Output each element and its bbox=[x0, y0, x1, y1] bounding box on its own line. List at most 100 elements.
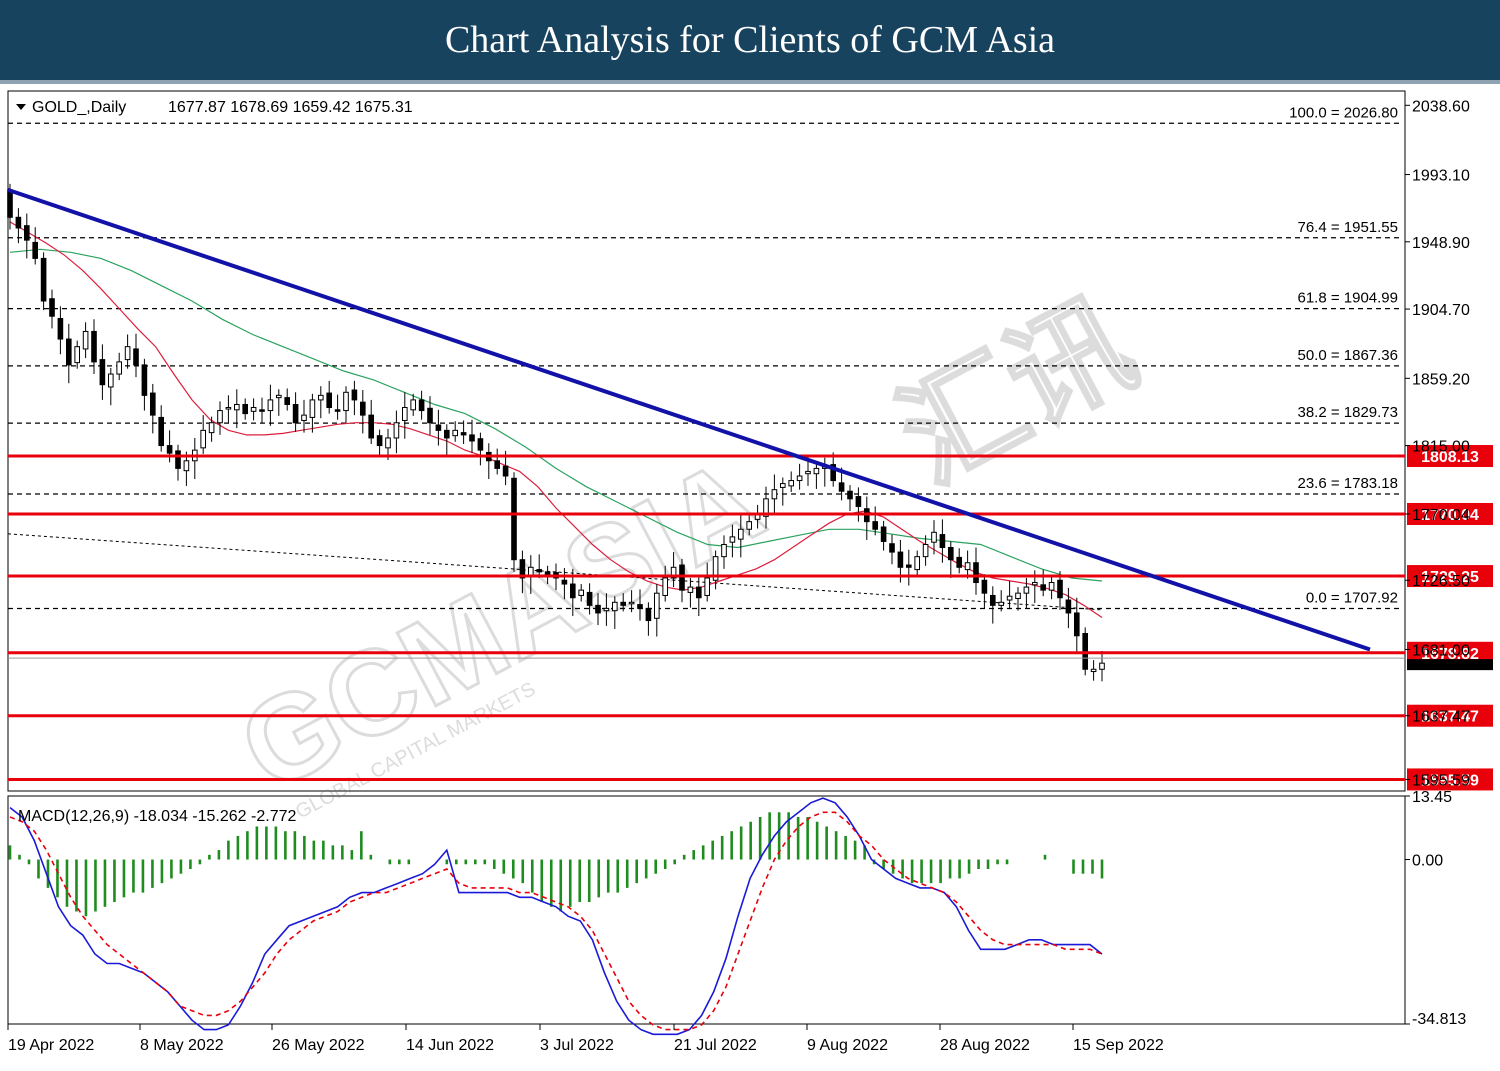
page-title: Chart Analysis for Clients of GCM Asia bbox=[444, 19, 1056, 61]
candle bbox=[662, 565, 669, 602]
candle bbox=[737, 514, 744, 558]
candle bbox=[905, 549, 912, 586]
time-tick-label: 3 Jul 2022 bbox=[540, 1037, 614, 1054]
price-tick-label: 1815.00 bbox=[1412, 439, 1470, 456]
candle bbox=[704, 562, 711, 602]
candle bbox=[595, 593, 601, 626]
level-tag bbox=[1407, 768, 1493, 791]
candle bbox=[998, 590, 1005, 612]
candle bbox=[351, 380, 358, 416]
downtrend-line-path[interactable] bbox=[7, 188, 1371, 652]
macd-main-line bbox=[9, 797, 1103, 1036]
price-axis: 2038.60 1993.10 1948.90 1904.70 1859.20 1815.… bbox=[1405, 98, 1470, 789]
candle bbox=[947, 541, 954, 578]
candle bbox=[376, 429, 383, 455]
candle bbox=[1040, 569, 1047, 597]
candle bbox=[611, 596, 618, 629]
candle bbox=[141, 358, 148, 411]
candle bbox=[763, 486, 769, 529]
time-tick-label: 9 Aug 2022 bbox=[807, 1037, 888, 1054]
candle bbox=[259, 397, 265, 423]
candle bbox=[82, 322, 89, 359]
candle bbox=[225, 395, 232, 424]
candle bbox=[401, 392, 408, 439]
candle bbox=[788, 471, 795, 492]
candle bbox=[494, 448, 501, 475]
price-tick-label: 1637.47 bbox=[1412, 709, 1470, 726]
candle bbox=[653, 584, 660, 637]
candle bbox=[578, 584, 585, 602]
candle bbox=[242, 398, 249, 420]
candle bbox=[712, 550, 719, 590]
candle bbox=[452, 421, 459, 442]
level-label: 1808.13 bbox=[1421, 449, 1479, 466]
candle bbox=[32, 227, 39, 265]
price-tick-label: 1595.59 bbox=[1412, 772, 1470, 789]
candle bbox=[317, 386, 324, 419]
time-tick-label: 21 Jul 2022 bbox=[674, 1037, 757, 1054]
candle bbox=[645, 602, 652, 636]
macd-tick-label: 0.00 bbox=[1412, 853, 1443, 870]
time-axis: 19 Apr 2022 8 May 2022 26 May 2022 14 Jun 2… bbox=[7, 1024, 1164, 1054]
header-rule bbox=[0, 80, 1500, 84]
fib-label: 0.0 = 1707.92 bbox=[1306, 590, 1398, 607]
support-resistance-levels: 1808.13 1770.04 1729.25 1678.82 1637.47 1595.… bbox=[8, 445, 1493, 791]
candle bbox=[49, 289, 55, 329]
candle bbox=[326, 380, 333, 414]
macd-panel bbox=[7, 795, 1406, 1025]
candle bbox=[1090, 660, 1097, 681]
moving-averages bbox=[9, 221, 1103, 618]
candle bbox=[1023, 577, 1030, 609]
candle bbox=[536, 554, 543, 578]
candle bbox=[74, 340, 81, 369]
candle bbox=[880, 520, 887, 551]
macd-signal-line bbox=[9, 811, 1103, 1031]
level-tag bbox=[1407, 502, 1493, 525]
candle bbox=[91, 319, 97, 375]
candle bbox=[603, 593, 610, 626]
candle bbox=[267, 384, 274, 426]
price-tick-label: 1904.70 bbox=[1412, 302, 1470, 319]
candle bbox=[301, 399, 307, 433]
candle bbox=[670, 552, 677, 588]
fib-label: 23.6 = 1783.18 bbox=[1297, 475, 1398, 492]
candle bbox=[217, 401, 223, 435]
price-tick-label: 1681.00 bbox=[1412, 642, 1470, 659]
candle bbox=[519, 550, 526, 594]
chart-canvas: GCMASIA GLOBAL CAPITAL MARKETS 汇讯 100.0 … bbox=[7, 90, 1493, 1054]
candle bbox=[133, 333, 139, 378]
last-price-tag bbox=[1407, 659, 1493, 671]
candle bbox=[889, 534, 895, 565]
candle bbox=[418, 390, 425, 420]
candle bbox=[695, 574, 702, 616]
moving-average-fast bbox=[9, 221, 1103, 618]
candle bbox=[1006, 581, 1013, 610]
candle bbox=[511, 472, 517, 572]
level-label: 1770.04 bbox=[1421, 507, 1479, 524]
candle bbox=[343, 386, 349, 423]
level-tag bbox=[1407, 641, 1493, 664]
candle bbox=[813, 462, 820, 489]
candle bbox=[771, 474, 778, 515]
candle bbox=[956, 548, 963, 574]
candle bbox=[687, 577, 694, 608]
candle bbox=[1057, 571, 1063, 610]
ohlc-label: 1677.87 1678.69 1659.42 1675.31 bbox=[168, 99, 413, 116]
fib-label: 50.0 = 1867.36 bbox=[1297, 347, 1398, 364]
candle bbox=[620, 593, 627, 612]
candle bbox=[1065, 587, 1072, 629]
candle bbox=[359, 390, 366, 434]
candle bbox=[57, 306, 64, 355]
candle bbox=[469, 419, 475, 454]
candle bbox=[65, 323, 72, 384]
level-tag bbox=[1407, 704, 1493, 727]
level-tag bbox=[1407, 565, 1493, 588]
fibonacci-levels: 100.0 = 2026.80 76.4 = 1951.55 61.8 = 1904… bbox=[8, 104, 1400, 610]
candle bbox=[931, 520, 937, 555]
candle bbox=[964, 550, 971, 579]
candle bbox=[922, 535, 929, 566]
symbol-dropdown-icon[interactable] bbox=[16, 104, 26, 110]
candle bbox=[99, 344, 106, 400]
candle bbox=[250, 398, 257, 421]
level-tag bbox=[1407, 445, 1493, 468]
